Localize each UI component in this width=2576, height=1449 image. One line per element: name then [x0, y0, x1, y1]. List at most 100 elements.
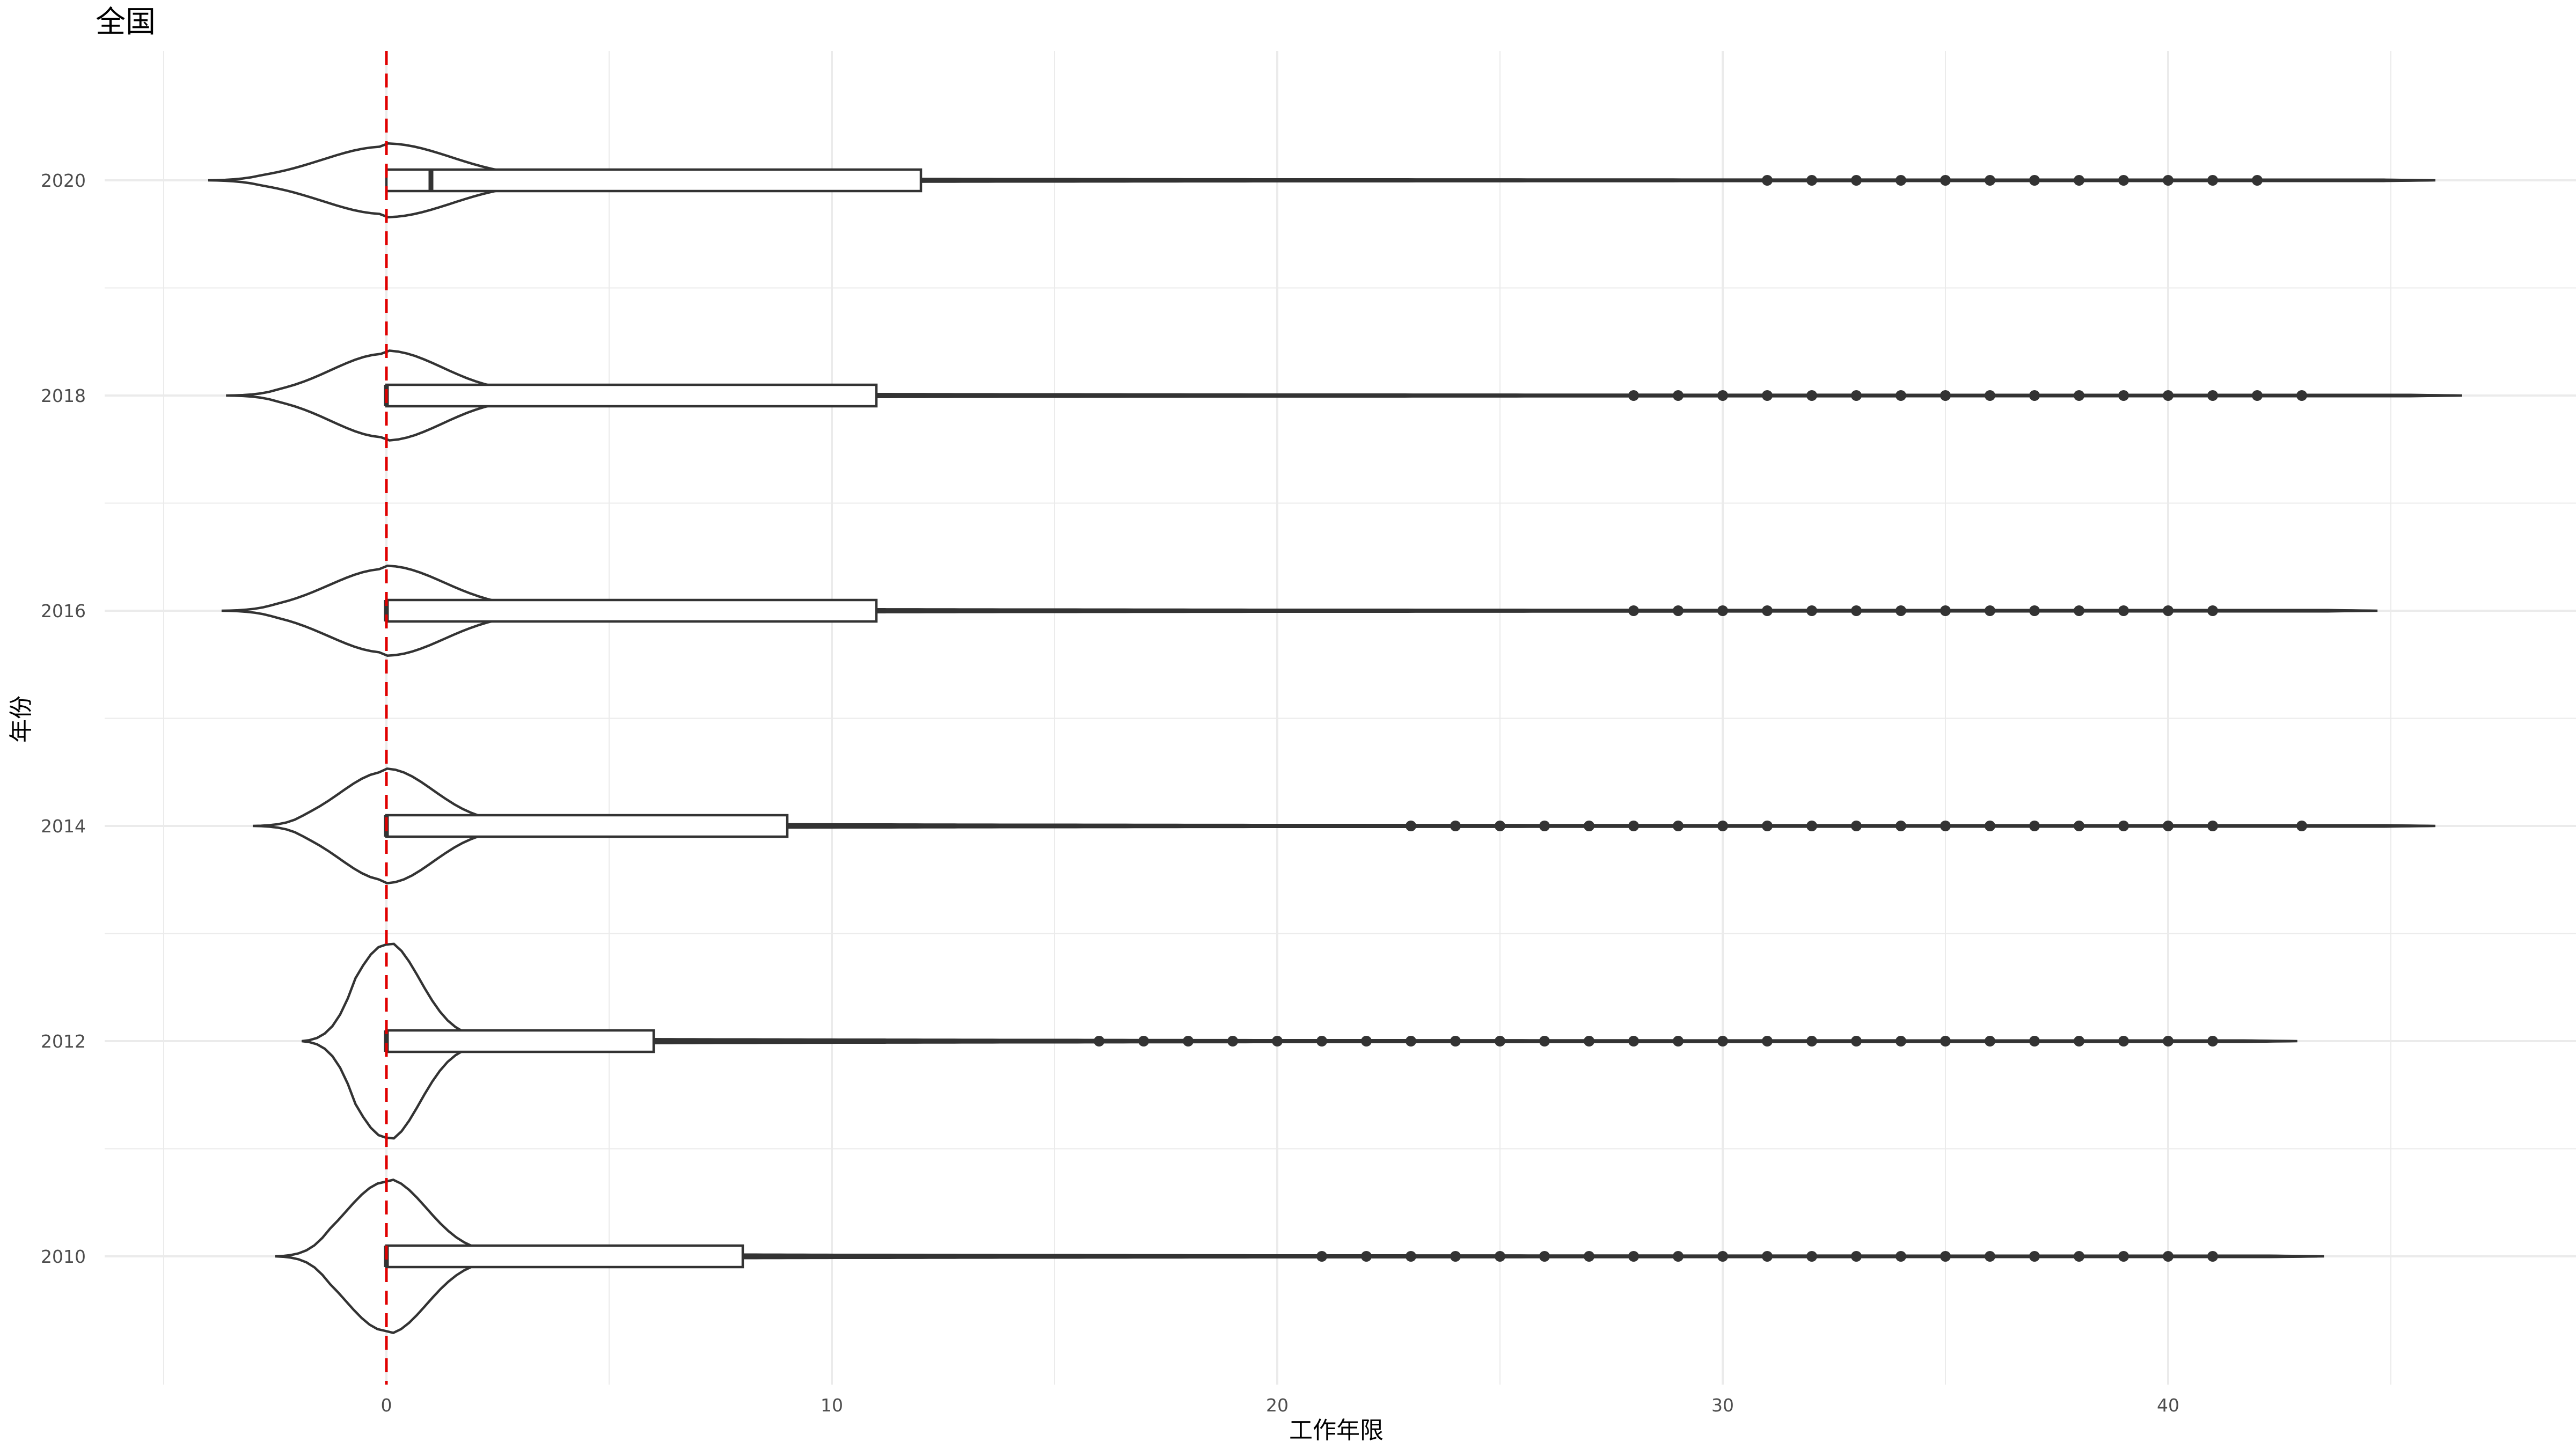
y-tick-label: 2012 [41, 1031, 86, 1052]
outlier-point [1762, 821, 1773, 831]
box-2012 [385, 1029, 655, 1053]
outlier-point [1940, 175, 1951, 186]
outlier-point [1316, 1036, 1327, 1046]
outlier-point [1094, 1036, 1104, 1046]
outlier-point [2029, 821, 2040, 831]
outlier-point [2163, 605, 2174, 616]
outlier-point [2074, 175, 2084, 186]
outlier-point [1673, 821, 1684, 831]
outlier-point [2252, 390, 2263, 401]
outlier-point [1628, 1036, 1639, 1046]
outlier-point [1762, 605, 1773, 616]
y-axis-title: 年份 [8, 696, 35, 743]
series-2016 [221, 565, 2378, 657]
x-tick-label: 0 [381, 1395, 392, 1416]
series-2020 [208, 142, 2436, 218]
outlier-point [2118, 1251, 2129, 1262]
outlier-point [1584, 1036, 1594, 1046]
outlier-point [1896, 1036, 1906, 1046]
box-2016 [385, 598, 878, 623]
outlier-point [1450, 821, 1461, 831]
x-tick-labels: 0 10 20 30 40 [381, 1395, 2180, 1416]
y-tick-label: 2020 [41, 170, 86, 191]
outlier-point [2029, 1251, 2040, 1262]
outlier-point [2296, 390, 2307, 401]
outlier-point [1361, 1036, 1372, 1046]
outlier-point [1406, 1036, 1416, 1046]
outlier-point [2029, 175, 2040, 186]
x-tick-label: 20 [1266, 1395, 1289, 1416]
outlier-point [2118, 1036, 2129, 1046]
outlier-point [2029, 1036, 2040, 1046]
violin-2012 [302, 942, 2297, 1140]
outlier-point [1851, 821, 1862, 831]
outlier-point [1584, 821, 1594, 831]
outlier-point [2163, 821, 2174, 831]
outlier-point [1896, 175, 1906, 186]
outlier-point [1227, 1036, 1238, 1046]
outlier-point [1272, 1036, 1283, 1046]
outlier-point [2118, 821, 2129, 831]
y-tick-label: 2014 [41, 816, 86, 837]
outlier-point [1851, 605, 1862, 616]
series-layer [208, 142, 2462, 1334]
box-2020 [385, 168, 923, 193]
outlier-point [1406, 1251, 1416, 1262]
outlier-point [1851, 175, 1862, 186]
x-tick-label: 10 [821, 1395, 843, 1416]
outlier-point [1985, 821, 1995, 831]
outlier-point [2074, 605, 2084, 616]
outlier-point [1940, 1036, 1951, 1046]
outlier-point [2029, 390, 2040, 401]
outlier-point [1851, 390, 1862, 401]
outlier-point [1673, 605, 1684, 616]
outlier-point [1628, 605, 1639, 616]
outlier-point [1896, 821, 1906, 831]
outlier-point [2118, 605, 2129, 616]
outlier-point [1762, 175, 1773, 186]
violin-2010 [275, 1179, 2324, 1334]
outlier-point [2296, 821, 2307, 831]
outlier-point [1806, 1036, 1817, 1046]
outlier-point [1717, 821, 1728, 831]
outlier-point [1717, 390, 1728, 401]
outlier-point [1361, 1251, 1372, 1262]
outlier-point [1316, 1251, 1327, 1262]
outlier-point [1806, 390, 1817, 401]
outlier-point [1539, 821, 1550, 831]
outlier-point [1183, 1036, 1194, 1046]
x-tick-label: 30 [1711, 1395, 1734, 1416]
outlier-point [1450, 1036, 1461, 1046]
outlier-point [1717, 1036, 1728, 1046]
outlier-point [2207, 1036, 2218, 1046]
outlier-point [1896, 390, 1906, 401]
x-tick-label: 40 [2157, 1395, 2179, 1416]
outlier-point [1806, 605, 1817, 616]
outlier-point [1806, 821, 1817, 831]
outlier-point [2163, 1251, 2174, 1262]
outlier-point [1628, 390, 1639, 401]
outlier-point [2074, 821, 2084, 831]
outlier-point [1628, 1251, 1639, 1262]
outlier-point [2118, 390, 2129, 401]
outlier-point [1762, 1036, 1773, 1046]
outlier-point [2207, 175, 2218, 186]
outlier-point [1940, 1251, 1951, 1262]
outlier-point [1940, 605, 1951, 616]
outlier-point [2074, 1036, 2084, 1046]
outlier-point [1896, 605, 1906, 616]
outlier-point [1985, 605, 1995, 616]
outlier-point [1940, 821, 1951, 831]
outlier-point [1584, 1251, 1594, 1262]
outlier-point [1138, 1036, 1149, 1046]
series-2018 [226, 349, 2462, 442]
outlier-point [1539, 1251, 1550, 1262]
outlier-point [1896, 1251, 1906, 1262]
series-2012 [302, 942, 2297, 1140]
outlier-point [1806, 175, 1817, 186]
series-2014 [252, 767, 2436, 885]
outlier-point [2207, 605, 2218, 616]
outlier-point [1806, 1251, 1817, 1262]
grid [105, 51, 2576, 1385]
